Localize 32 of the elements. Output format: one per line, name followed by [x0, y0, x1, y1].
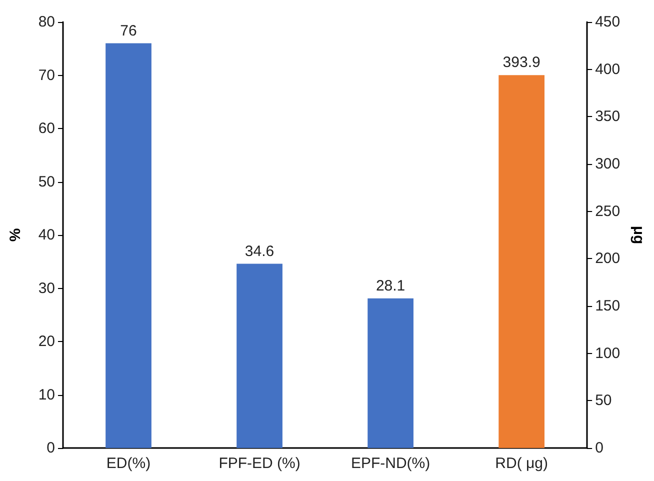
x-tick-label: FPF-ED (%): [218, 455, 300, 472]
y2-tick-label: 50: [595, 392, 612, 410]
y2-tick-label: 300: [595, 156, 620, 172]
y2-tick-label: 0: [595, 440, 604, 456]
data-label: 28.1: [376, 277, 406, 294]
y2-tick-label: 150: [595, 298, 620, 314]
x-tick-label: ED(%): [106, 455, 151, 472]
y2-tick-label: 100: [595, 344, 620, 362]
y2-tick-label: 200: [595, 250, 620, 268]
x-tick-label: RD( μg): [495, 455, 548, 472]
y-tick-label: 0: [46, 440, 55, 456]
bar: [106, 43, 152, 448]
data-label: 393.9: [502, 54, 540, 72]
y2-tick-label: 450: [595, 14, 620, 30]
bar: [236, 264, 282, 448]
data-label: 34.6: [244, 242, 274, 260]
y-tick-label: 70: [38, 66, 55, 84]
y-tick-label: 60: [38, 120, 55, 137]
y2-tick-label: 400: [595, 60, 620, 78]
y2-axis-title: μg: [630, 226, 647, 244]
y2-tick-label: 250: [595, 202, 620, 220]
y-axis-title: %: [7, 228, 24, 242]
y-tick-label: 40: [38, 226, 55, 244]
y-tick-label: 80: [38, 14, 55, 30]
y-tick-label: 20: [38, 333, 55, 350]
x-tick-label: EPF-ND(%): [350, 455, 430, 472]
y-tick-label: 10: [38, 386, 55, 404]
y2-tick-label: 350: [595, 108, 620, 126]
data-label: 76: [120, 22, 137, 40]
y-tick-label: 50: [38, 173, 55, 190]
bar: [368, 298, 414, 448]
y-tick-label: 30: [38, 280, 55, 297]
